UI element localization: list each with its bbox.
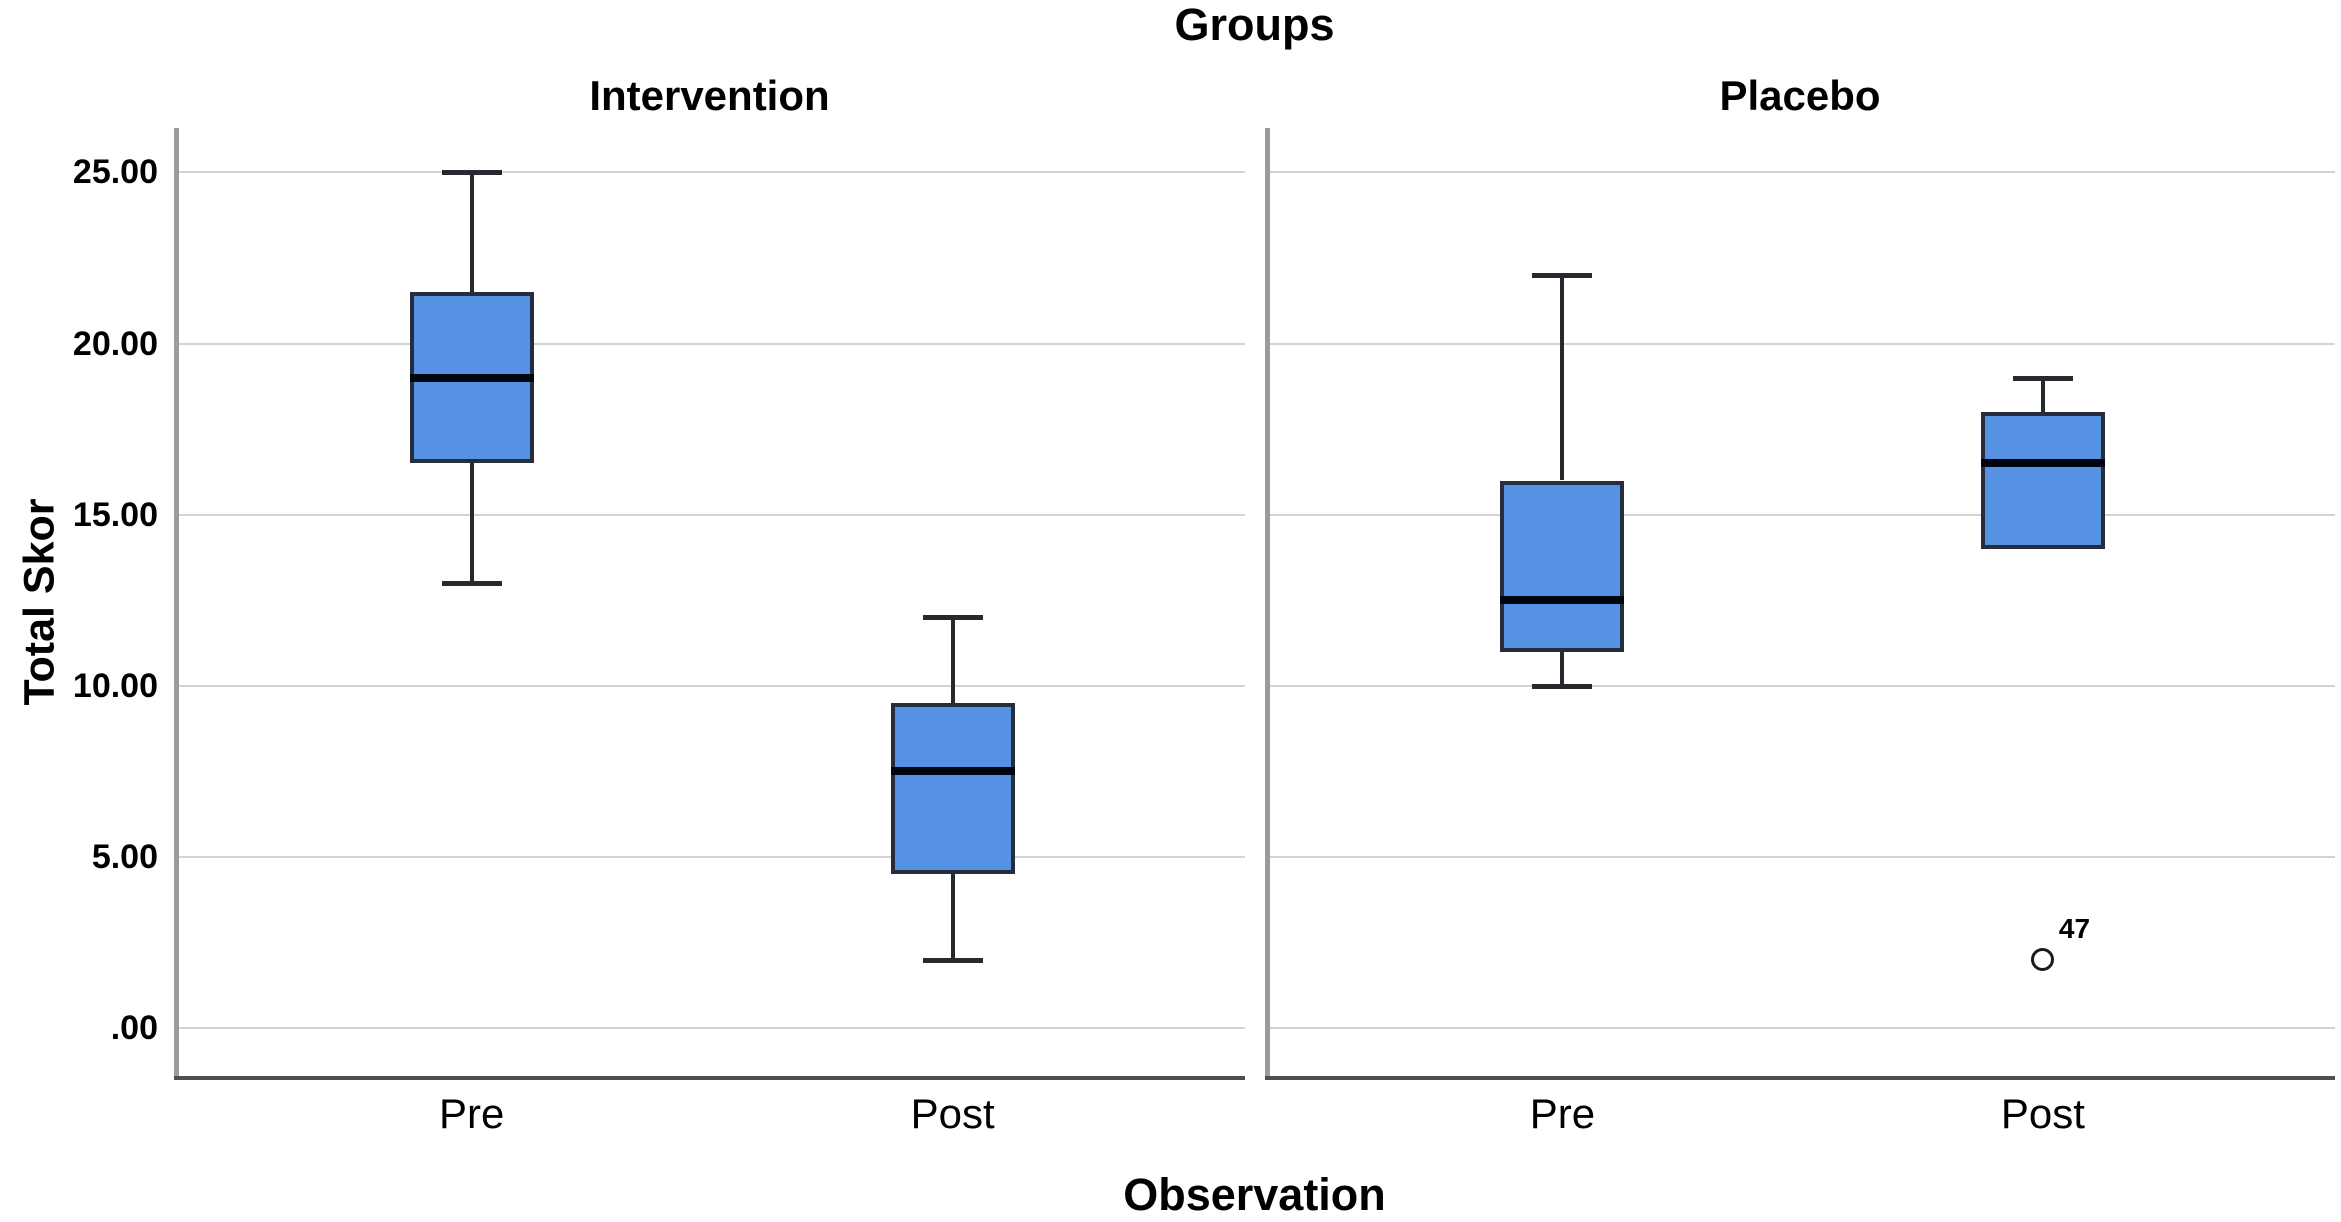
y-tick-label: 20.00 — [72, 324, 158, 363]
lower-whisker — [1560, 651, 1565, 686]
upper-whisker — [950, 617, 955, 703]
upper-whisker-cap — [2012, 375, 2073, 381]
gridline — [1265, 684, 2335, 687]
median-line — [1980, 459, 2105, 468]
lower-whisker-cap — [1532, 683, 1593, 689]
facet-label: Placebo — [1719, 72, 1881, 119]
median-line — [1500, 596, 1625, 605]
gridline — [174, 171, 1245, 174]
y-tick-label: 10.00 — [72, 666, 158, 705]
median-line — [409, 373, 534, 382]
lower-whisker-cap — [922, 957, 983, 963]
gridline — [1265, 171, 2335, 174]
y-tick-label: .00 — [110, 1009, 158, 1048]
gridline — [174, 684, 1245, 687]
iqr-box — [890, 702, 1015, 875]
gridline — [1265, 342, 2335, 345]
y-axis-spine — [174, 128, 179, 1076]
iqr-box — [1500, 480, 1625, 652]
outlier-point — [2031, 948, 2055, 972]
x-axis-line — [1265, 1076, 2335, 1080]
x-tick-label: Pre — [1529, 1090, 1596, 1137]
gridline — [1265, 1027, 2335, 1030]
x-tick-label: Pre — [439, 1090, 505, 1137]
median-line — [890, 767, 1015, 776]
gridline — [174, 342, 1245, 345]
gridline — [174, 1027, 1245, 1030]
y-axis-spine — [1265, 128, 1270, 1076]
gridline — [1265, 513, 2335, 516]
x-tick-label: Post — [2000, 1090, 2085, 1137]
upper-whisker-cap — [922, 615, 983, 621]
upper-whisker — [469, 172, 474, 293]
y-tick-label: 25.00 — [72, 153, 158, 192]
iqr-box — [1980, 412, 2105, 549]
chart-title: Groups — [1174, 0, 1335, 50]
x-axis-line — [174, 1076, 1245, 1080]
lower-whisker — [469, 463, 474, 584]
x-tick-label: Post — [910, 1090, 995, 1137]
facet-label: Intervention — [589, 72, 830, 119]
outlier-label: 47 — [2058, 912, 2091, 944]
x-axis-title: Observation — [1123, 1169, 1386, 1220]
lower-whisker — [950, 874, 955, 960]
upper-whisker — [2040, 377, 2045, 413]
upper-whisker-cap — [441, 170, 502, 176]
lower-whisker-cap — [441, 581, 502, 587]
y-tick-label: 5.00 — [91, 837, 158, 876]
upper-whisker-cap — [1532, 273, 1593, 279]
y-tick-label: 15.00 — [72, 495, 158, 534]
upper-whisker — [1560, 275, 1565, 481]
gridline — [174, 513, 1245, 516]
gridline — [174, 855, 1245, 858]
gridline — [1265, 855, 2335, 858]
